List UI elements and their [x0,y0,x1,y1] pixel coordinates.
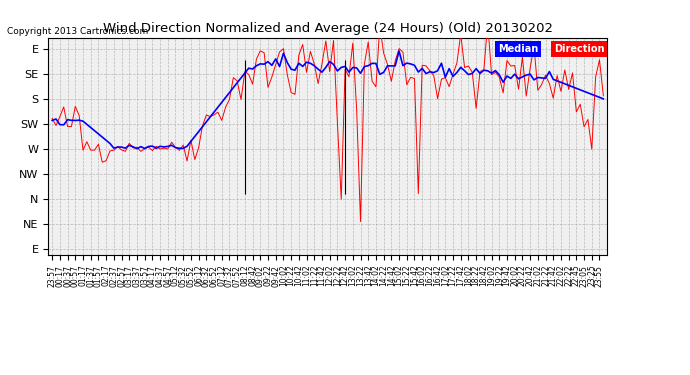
Text: Median: Median [497,44,538,54]
Title: Wind Direction Normalized and Average (24 Hours) (Old) 20130202: Wind Direction Normalized and Average (2… [103,22,553,35]
Text: Direction: Direction [554,44,604,54]
Text: Copyright 2013 Cartronics.com: Copyright 2013 Cartronics.com [7,27,148,36]
